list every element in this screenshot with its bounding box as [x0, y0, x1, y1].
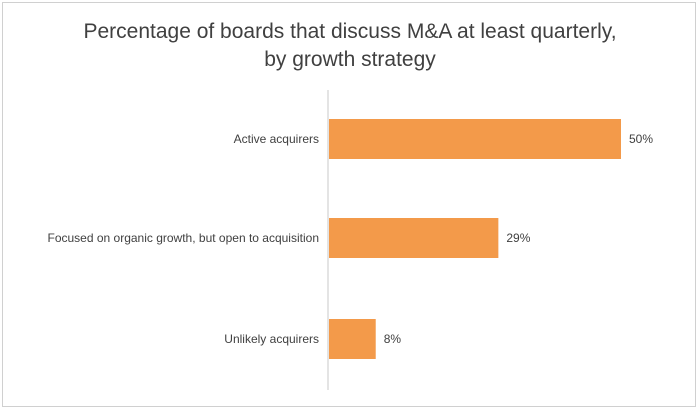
- category-label-3: Unlikely acquirers: [224, 332, 319, 346]
- category-label-1: Active acquirers: [234, 132, 319, 146]
- value-label-2: 29%: [506, 231, 530, 245]
- value-label-3: 8%: [384, 332, 402, 346]
- bar-1: [329, 119, 621, 159]
- bar-3: [329, 319, 376, 359]
- chart-title-line-2: by growth strategy: [264, 48, 436, 71]
- chart-title-line-1: Percentage of boards that discuss M&A at…: [83, 20, 617, 43]
- category-label-2: Focused on organic growth, but open to a…: [47, 231, 319, 245]
- bar-2: [329, 218, 499, 258]
- value-label-1: 50%: [629, 132, 653, 146]
- chart-title: Percentage of boards that discuss M&A at…: [0, 18, 700, 74]
